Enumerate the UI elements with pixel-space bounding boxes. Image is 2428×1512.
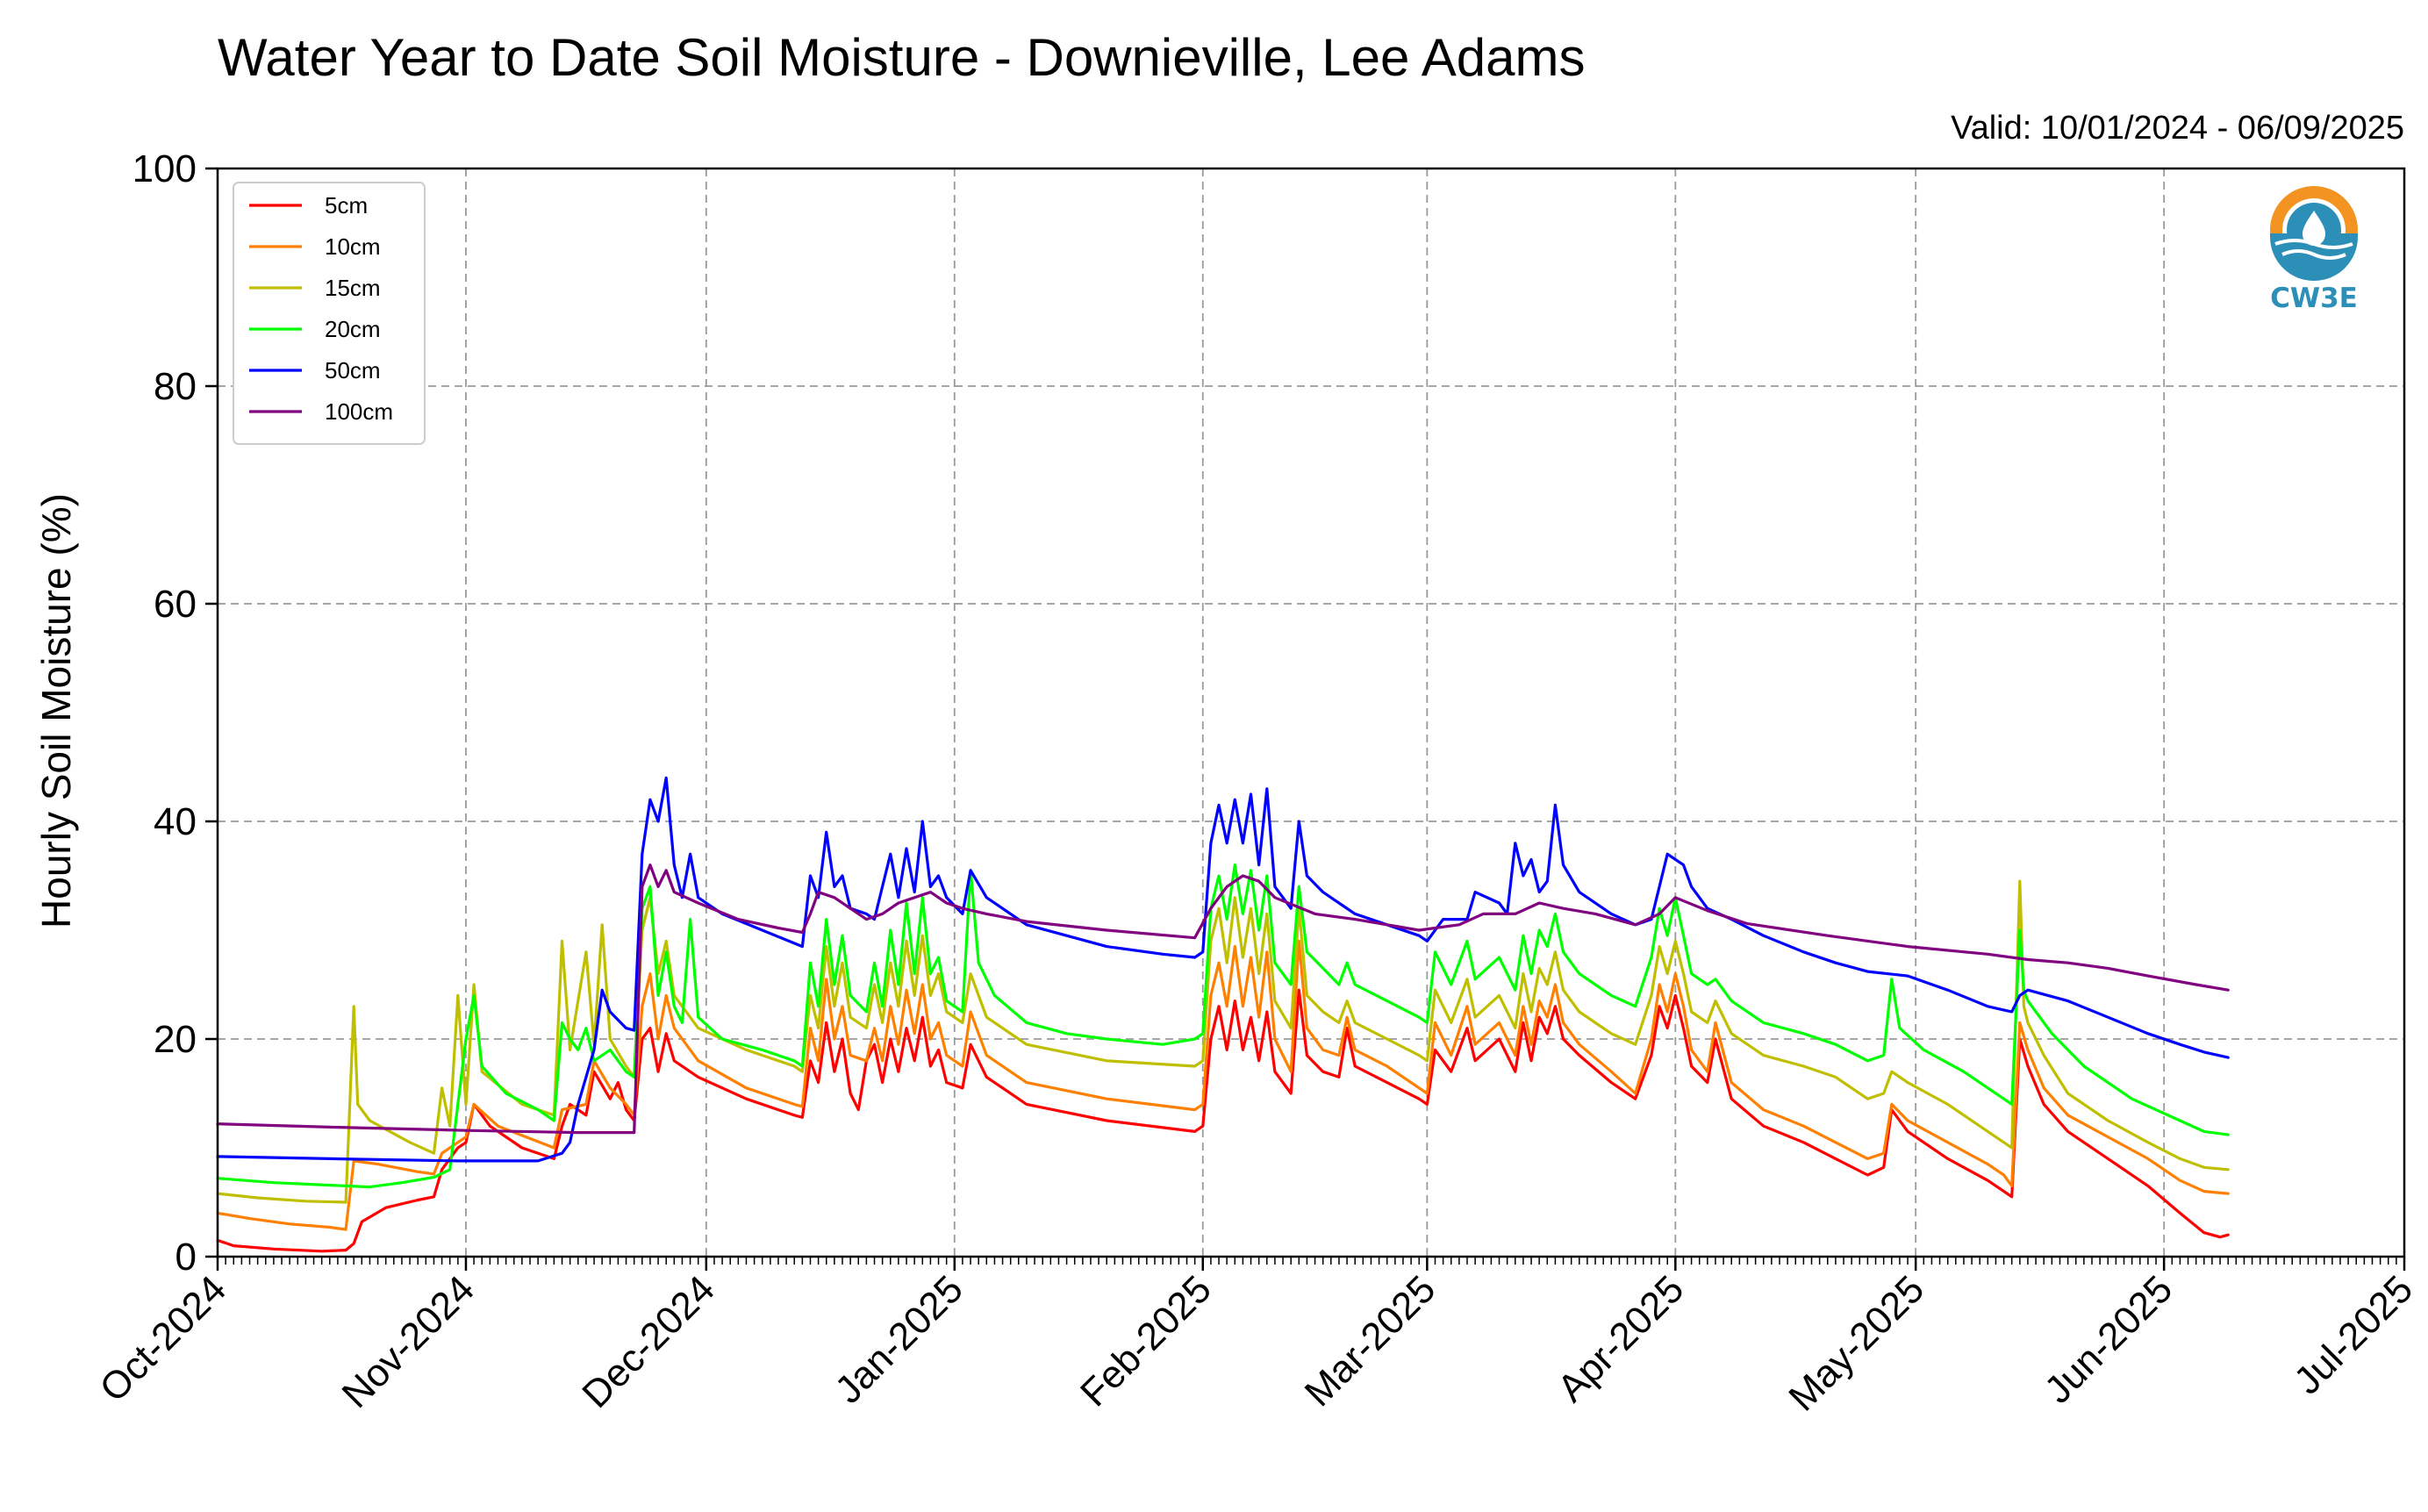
series-lines (216, 776, 2230, 1253)
series-line-5cm (216, 988, 2230, 1253)
legend: 5cm 10cm 15cm 20cm 50cm 100cm (233, 182, 426, 445)
plot-frame (216, 167, 2406, 1258)
grid-lines (218, 168, 2404, 1257)
logo-wave-band (2270, 233, 2358, 281)
legend-label-10cm: 10cm (325, 233, 381, 260)
x-axis-ticks: Oct-2024 Nov-2024 Dec-2024 Jan-2025 Feb-2025… (91, 1257, 2421, 1419)
legend-label-20cm: 20cm (325, 316, 381, 342)
series-line-10cm (216, 939, 2230, 1231)
x-tick-label: Jul-2025 (2286, 1267, 2421, 1402)
legend-label-50cm: 50cm (325, 357, 381, 383)
chart-title: Water Year to Date Soil Moisture - Downi… (218, 28, 1586, 87)
y-axis-ticks: 0 20 40 60 80 100 (133, 147, 218, 1279)
legend-label-5cm: 5cm (325, 192, 368, 219)
series-line-20cm (216, 863, 2230, 1189)
logo-text: CW3E (2270, 283, 2358, 314)
y-tick-label: 60 (154, 583, 197, 626)
x-tick-label: Jun-2025 (2037, 1267, 2181, 1411)
series-line-15cm (216, 879, 2230, 1204)
legend-label-100cm: 100cm (325, 398, 393, 425)
series-line-50cm (216, 776, 2230, 1163)
legend-label-15cm: 15cm (325, 275, 381, 301)
cw3e-logo: CW3E (2270, 186, 2358, 314)
x-tick-label: Nov-2024 (333, 1267, 483, 1416)
y-tick-label: 40 (154, 800, 197, 843)
valid-date-range: Valid: 10/01/2024 - 06/09/2025 (1951, 110, 2404, 147)
x-tick-label: Mar-2025 (1297, 1267, 1444, 1415)
x-minor-ticks (217, 1257, 2405, 1265)
x-tick-label: May-2025 (1780, 1267, 1932, 1419)
y-tick-label: 20 (154, 1018, 197, 1061)
x-tick-label: Oct-2024 (91, 1267, 234, 1410)
x-tick-label: Dec-2024 (574, 1267, 723, 1416)
water-drop-icon (2303, 211, 2325, 246)
x-tick-label: Feb-2025 (1072, 1267, 1220, 1415)
series-line-100cm (216, 863, 2230, 1135)
x-tick-label: Jan-2025 (827, 1267, 970, 1411)
y-tick-label: 100 (133, 147, 197, 190)
y-tick-label: 0 (175, 1236, 197, 1279)
x-tick-label: Apr-2025 (1550, 1267, 1693, 1410)
y-axis-label: Hourly Soil Moisture (%) (33, 493, 79, 928)
y-tick-label: 80 (154, 365, 197, 408)
